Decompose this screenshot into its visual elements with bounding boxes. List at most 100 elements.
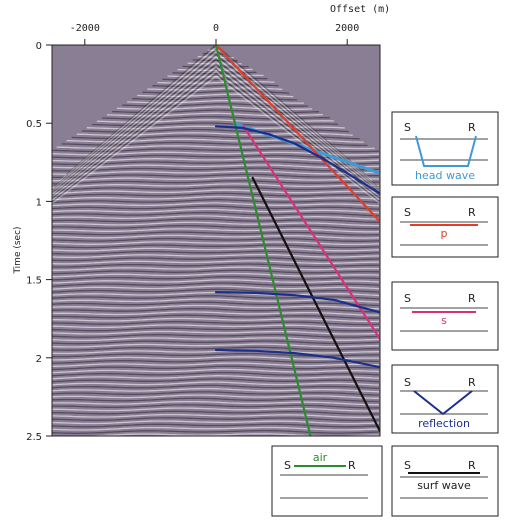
seismic-trace xyxy=(52,413,380,418)
legend-box-p-wave: S R p xyxy=(391,196,499,258)
seismic-chevron xyxy=(52,55,380,193)
seismic-trace xyxy=(52,186,380,191)
seismic-trace xyxy=(52,257,379,262)
event-line-refl3 xyxy=(214,348,380,369)
seismic-trace xyxy=(52,244,380,249)
seismic-trace xyxy=(52,167,379,172)
seismic-trace xyxy=(202,52,227,55)
seismic-trace xyxy=(52,429,380,434)
seismic-chevron xyxy=(52,72,380,203)
legend-label-s-wave: s xyxy=(441,314,447,327)
legend-source-label: S xyxy=(404,292,411,305)
legend-source-label: S xyxy=(284,459,291,472)
y-tick-label: 1.5 xyxy=(26,276,42,287)
seismic-trace xyxy=(122,103,309,107)
seismic-chevron xyxy=(52,53,380,192)
seismic-trace xyxy=(52,308,379,313)
seismic-trace xyxy=(52,359,379,364)
seismic-trace xyxy=(52,231,379,236)
seismic-trace xyxy=(152,84,279,88)
event-line-p xyxy=(214,45,380,223)
seismic-trace xyxy=(52,173,379,179)
seismic-trace xyxy=(52,417,380,422)
seismic-trace xyxy=(52,337,380,342)
seismic-trace xyxy=(52,218,379,223)
seismic-trace xyxy=(61,141,368,147)
seismic-trace xyxy=(142,90,290,94)
legend-box-surf-wave: S R surf wave xyxy=(391,445,499,517)
seismic-trace xyxy=(52,221,379,227)
y-tick-label: 2.5 xyxy=(26,432,42,443)
seismic-chevron xyxy=(52,65,380,199)
x-axis-title: Offset (m) xyxy=(330,4,390,15)
legend-receiver-label: R xyxy=(348,459,356,472)
seismic-trace xyxy=(117,106,313,111)
seismic-trace xyxy=(52,192,380,198)
seismic-trace xyxy=(52,199,380,204)
seismic-trace xyxy=(52,228,380,233)
seismic-trace xyxy=(52,269,380,275)
seismic-trace xyxy=(52,224,380,230)
seismic-chevron xyxy=(52,75,380,205)
seismic-trace xyxy=(76,132,353,136)
seismic-trace xyxy=(52,426,380,431)
legend-receiver-label: R xyxy=(468,206,476,219)
event-line-refl1 xyxy=(214,125,380,195)
seismic-trace xyxy=(56,145,375,150)
seismic-trace xyxy=(52,176,380,182)
seismic-trace xyxy=(52,272,380,278)
seismic-trace xyxy=(52,410,380,415)
seismic-trace xyxy=(81,128,349,133)
seismic-trace xyxy=(52,285,380,290)
seismic-trace xyxy=(52,164,380,169)
seismic-trace xyxy=(52,349,379,355)
seismic-trace xyxy=(52,330,380,335)
seismic-trace xyxy=(52,394,379,399)
seismic-trace xyxy=(52,404,379,409)
seismic-trace xyxy=(52,407,379,412)
event-line-surf xyxy=(251,176,380,433)
seismic-trace xyxy=(162,77,268,81)
event-line-air xyxy=(214,45,312,436)
seismic-trace xyxy=(52,298,380,303)
y-tick-label: 2 xyxy=(36,354,42,365)
seismic-trace xyxy=(147,87,283,91)
legend-box-head-wave: S R head wave xyxy=(391,111,499,186)
seismic-trace xyxy=(71,135,360,140)
seismic-trace xyxy=(52,334,380,338)
seismic-chevron xyxy=(52,51,380,191)
legend-receiver-label: R xyxy=(468,121,476,134)
seismic-trace xyxy=(52,356,380,361)
seismic-trace xyxy=(52,381,380,386)
legend-source-label: S xyxy=(404,459,411,472)
legend-source-label: S xyxy=(404,206,411,219)
seismic-trace xyxy=(52,276,380,281)
legend-box-air-wave: S R air xyxy=(271,445,383,517)
seismic-trace xyxy=(52,195,380,201)
seismic-trace xyxy=(52,263,379,268)
seismic-trace xyxy=(52,260,380,265)
seismic-trace xyxy=(52,208,380,214)
seismic-trace xyxy=(52,180,380,185)
seismic-trace xyxy=(52,253,380,258)
seismic-trace xyxy=(157,81,275,84)
seismic-trace xyxy=(52,346,379,351)
legend-source-label: S xyxy=(404,121,411,134)
head-wave-ray-icon xyxy=(415,135,477,167)
axes: Offset (m) -2000 0 2000 0 0.5 1 1.5 2 2.5 Time … xyxy=(13,4,390,443)
seismic-trace xyxy=(52,234,380,239)
legend-label-air-wave: air xyxy=(313,451,328,464)
seismic-trace xyxy=(52,423,380,428)
seismic-trace xyxy=(111,109,320,114)
seismic-chevron xyxy=(52,63,380,197)
legend-label-surf-wave: surf wave xyxy=(417,479,471,492)
seismic-trace xyxy=(101,115,330,120)
seismic-traces xyxy=(52,45,380,436)
seismic-trace xyxy=(52,202,380,207)
seismic-trace xyxy=(127,99,305,104)
seismic-trace xyxy=(52,314,379,319)
legend-label-reflection: reflection xyxy=(418,417,470,430)
legend-receiver-label: R xyxy=(468,292,476,305)
legend-source-label: S xyxy=(404,376,411,389)
seismic-chevron xyxy=(53,48,379,188)
